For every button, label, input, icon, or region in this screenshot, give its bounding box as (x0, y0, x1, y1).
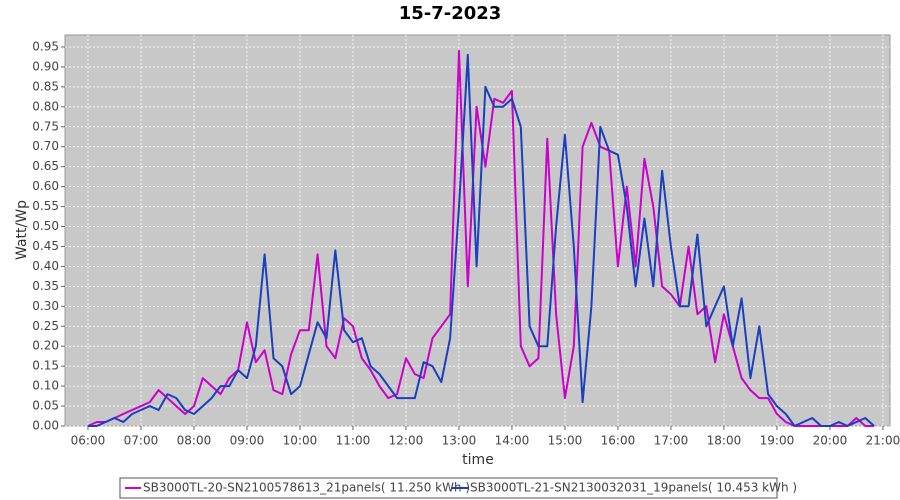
x-tick-label: 19:00 (760, 434, 795, 448)
y-tick-label: 0.35 (32, 279, 59, 293)
y-tick-label: 0.45 (32, 239, 59, 253)
x-axis-label: time (462, 452, 494, 468)
x-tick-label: 12:00 (389, 434, 424, 448)
y-tick-label: 0.80 (32, 99, 59, 113)
y-tick-label: 0.60 (32, 179, 59, 193)
x-tick-label: 21:00 (866, 434, 900, 448)
x-tick-label: 09:00 (230, 434, 265, 448)
y-tick-label: 0.30 (32, 299, 59, 313)
y-tick-label: 0.65 (32, 159, 59, 173)
x-tick-label: 07:00 (124, 434, 159, 448)
x-tick-label: 15:00 (548, 434, 583, 448)
series-line (87, 50, 875, 427)
x-tick-label: 20:00 (813, 434, 848, 448)
x-tick-label: 11:00 (336, 434, 371, 448)
y-tick-label: 0.90 (32, 59, 59, 73)
y-tick-label: 0.50 (32, 219, 59, 233)
y-tick-label: 0.20 (32, 339, 59, 353)
x-tick-label: 16:00 (601, 434, 636, 448)
x-tick-label: 14:00 (495, 434, 530, 448)
y-tick-label: 0.40 (32, 259, 59, 273)
y-tick-label: 0.95 (32, 39, 59, 53)
x-tick-label: 08:00 (177, 434, 212, 448)
y-tick-label: 0.05 (32, 399, 59, 413)
y-tick-label: 0.25 (32, 319, 59, 333)
legend-label: SB3000TL-20-SN2100578613_21panels( 11.25… (143, 481, 470, 495)
y-tick-label: 0.75 (32, 119, 59, 133)
x-tick-label: 13:00 (442, 434, 477, 448)
x-tick-label: 17:00 (654, 434, 689, 448)
legend (119, 477, 778, 499)
y-tick-label: 0.55 (32, 199, 59, 213)
x-tick-label: 10:00 (283, 434, 318, 448)
y-tick-label: 0.10 (32, 379, 59, 393)
y-tick-label: 0.70 (32, 139, 59, 153)
series-line (88, 53, 875, 427)
x-tick-label: 18:00 (707, 434, 742, 448)
legend-label: SB3000TL-21-SN2130032031_19panels( 10.45… (470, 481, 797, 495)
y-tick-label: 0.15 (32, 359, 59, 373)
y-tick-label: 0.85 (32, 79, 59, 93)
y-tick-label: 0.00 (32, 419, 59, 433)
y-axis-label: Watt/Wp (14, 200, 30, 260)
x-tick-label: 06:00 (71, 434, 106, 448)
chart-title: 15-7-2023 (399, 3, 502, 24)
